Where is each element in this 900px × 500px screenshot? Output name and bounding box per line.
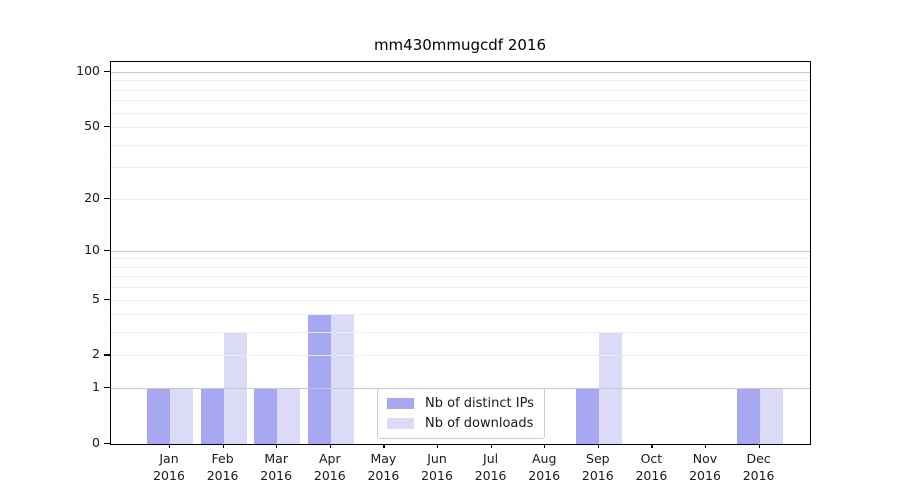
- gridline-minor-70: [111, 100, 810, 102]
- gridline-minor-6: [111, 287, 810, 289]
- x-tick-mar: [276, 444, 278, 448]
- y-tick-50: [104, 126, 110, 128]
- gridline-minor-80: [111, 89, 810, 91]
- legend: Nb of distinct IPs Nb of downloads: [377, 388, 545, 439]
- y-tick-10: [104, 249, 110, 251]
- y-tick-label-20: 20: [84, 189, 100, 205]
- y-tick-label-50: 50: [84, 118, 100, 134]
- gridline-minor-30: [111, 167, 810, 169]
- y-tick-2: [104, 354, 110, 356]
- y-tick-label-100: 100: [76, 63, 100, 78]
- y-tick-label-2: 2: [92, 346, 100, 362]
- gridline-minor-5: [111, 299, 810, 301]
- x-tick-label-jan: Jan 2016: [153, 451, 185, 483]
- gridline-minor-7: [111, 276, 810, 278]
- gridline-minor-8: [111, 266, 810, 268]
- y-tick-label-10: 10: [84, 241, 100, 257]
- y-tick-1: [104, 387, 110, 389]
- bar-downloads-apr: [330, 314, 354, 444]
- bar-downloads-jan: [170, 388, 193, 444]
- y-tick-0: [104, 443, 110, 445]
- x-tick-label-aug: Aug 2016: [528, 451, 561, 483]
- x-tick-aug: [544, 444, 546, 448]
- y-tick-label-5: 5: [92, 290, 100, 306]
- chart-title: mm430mmugcdf 2016: [373, 36, 547, 54]
- x-tick-label-sep: Sep 2016: [581, 451, 614, 483]
- y-tick-label-1: 1: [92, 379, 100, 395]
- legend-label-downloads: Nb of downloads: [425, 416, 534, 431]
- gridline-minor-9: [111, 258, 810, 260]
- y-tick-label-0: 0: [92, 435, 100, 450]
- bar-downloads-dec: [759, 388, 783, 444]
- legend-swatch-distinct-ips: [387, 398, 414, 409]
- legend-swatch-downloads: [387, 418, 414, 429]
- legend-row-distinct-ips: Nb of distinct IPs: [387, 396, 534, 411]
- x-tick-dec: [758, 444, 760, 448]
- x-tick-jan: [169, 444, 171, 448]
- gridline-minor-20: [111, 198, 810, 200]
- bar-distinct-ips-sep: [575, 388, 599, 444]
- x-tick-label-mar: Mar 2016: [260, 451, 293, 483]
- y-tick-100: [104, 71, 110, 73]
- gridline-minor-40: [111, 144, 810, 146]
- x-tick-sep: [597, 444, 599, 448]
- x-tick-label-oct: Oct 2016: [635, 451, 668, 483]
- bar-distinct-ips-apr: [307, 314, 331, 444]
- x-tick-jul: [490, 444, 492, 448]
- y-tick-20: [104, 197, 110, 199]
- y-tick-5: [104, 298, 110, 300]
- x-tick-label-dec: Dec 2016: [742, 451, 775, 483]
- gridline-major-100: [111, 72, 810, 73]
- gridline-minor-60: [111, 112, 810, 114]
- x-tick-label-apr: Apr 2016: [313, 451, 346, 483]
- bar-distinct-ips-feb: [200, 388, 224, 444]
- x-tick-label-may: May 2016: [367, 451, 400, 483]
- x-tick-oct: [651, 444, 653, 448]
- x-tick-feb: [222, 444, 224, 448]
- x-tick-jun: [437, 444, 439, 448]
- x-tick-label-nov: Nov 2016: [689, 451, 721, 483]
- x-tick-label-jul: Jul 2016: [474, 451, 507, 483]
- x-tick-label-jun: Jun 2016: [421, 451, 453, 483]
- x-tick-may: [383, 444, 385, 448]
- legend-label-distinct-ips: Nb of distinct IPs: [425, 396, 534, 411]
- legend-row-downloads: Nb of downloads: [387, 416, 534, 431]
- bar-downloads-mar: [277, 388, 301, 444]
- gridline-minor-50: [111, 127, 810, 129]
- bar-distinct-ips-mar: [254, 388, 278, 444]
- gridline-minor-3: [111, 332, 810, 334]
- gridline-minor-90: [111, 80, 810, 82]
- gridline-minor-4: [111, 314, 810, 316]
- bar-distinct-ips-dec: [736, 388, 760, 444]
- x-tick-apr: [329, 444, 331, 448]
- bar-distinct-ips-jan: [147, 388, 170, 444]
- plot-area: [110, 61, 811, 445]
- gridline-major-10: [111, 250, 810, 252]
- x-tick-nov: [705, 444, 707, 448]
- x-tick-label-feb: Feb 2016: [206, 451, 239, 483]
- gridline-minor-2: [111, 355, 810, 357]
